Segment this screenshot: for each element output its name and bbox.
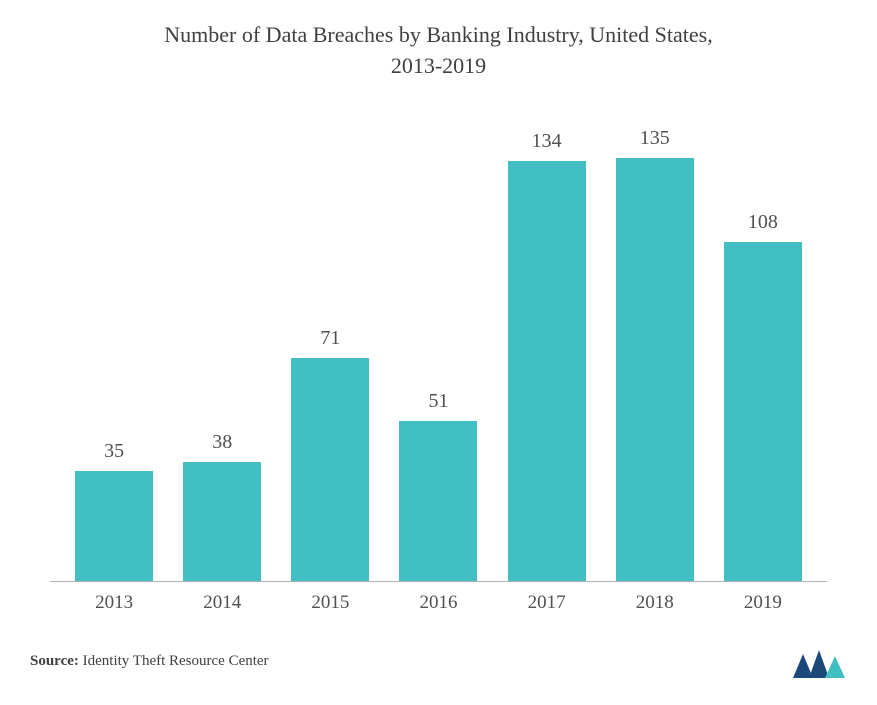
x-axis-label: 2018 [605, 592, 705, 614]
bar-group: 135 [605, 127, 705, 581]
bar-group: 134 [497, 130, 597, 581]
source-label: Source: [30, 653, 79, 669]
bar-value-label: 38 [212, 431, 232, 454]
bar [508, 161, 586, 581]
bar-group: 71 [280, 327, 380, 580]
bar [724, 242, 802, 580]
chart-title: Number of Data Breaches by Banking Indus… [30, 20, 847, 82]
bar-group: 51 [388, 390, 488, 581]
bar-value-label: 134 [532, 130, 562, 153]
x-axis-label: 2017 [497, 592, 597, 614]
bar [616, 158, 694, 581]
bar [183, 462, 261, 581]
bar-group: 38 [172, 431, 272, 581]
x-axis: 2013 2014 2015 2016 2017 2018 2019 [50, 592, 827, 614]
bar [399, 421, 477, 581]
brand-logo-icon [791, 646, 847, 680]
bar-value-label: 71 [320, 327, 340, 350]
x-axis-label: 2016 [388, 592, 488, 614]
bar-group: 108 [713, 211, 813, 580]
bar-value-label: 51 [428, 390, 448, 413]
bar [291, 358, 369, 580]
chart-plot-area: 35 38 71 51 134 135 108 [50, 102, 827, 582]
bar-value-label: 108 [748, 211, 778, 234]
bar-value-label: 135 [640, 127, 670, 150]
x-axis-label: 2015 [280, 592, 380, 614]
source-text: Identity Theft Resource Center [83, 653, 269, 669]
bar-group: 35 [64, 440, 164, 581]
bar-value-label: 35 [104, 440, 124, 463]
x-axis-label: 2019 [713, 592, 813, 614]
chart-title-line1: Number of Data Breaches by Banking Indus… [164, 22, 712, 47]
source-attribution: Source: Identity Theft Resource Center [30, 653, 269, 670]
x-axis-label: 2013 [64, 592, 164, 614]
chart-title-line2: 2013-2019 [391, 53, 486, 78]
x-axis-label: 2014 [172, 592, 272, 614]
bar [75, 471, 153, 581]
